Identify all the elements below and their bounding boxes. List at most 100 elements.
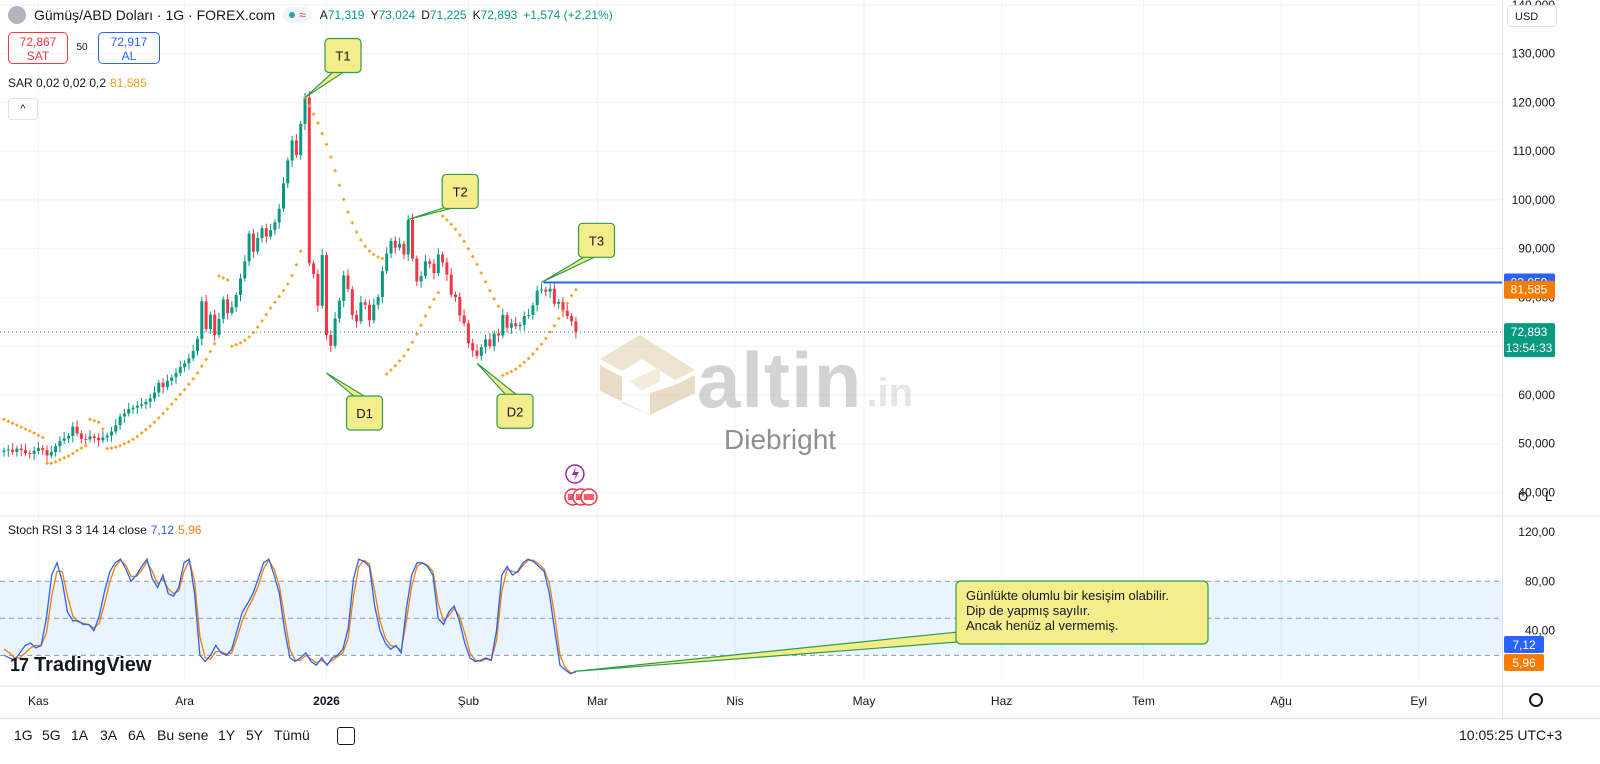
candle-body	[479, 347, 483, 356]
candle-body	[41, 448, 45, 451]
candle-body	[234, 295, 238, 308]
auto-scale-toggle[interactable]: L	[1545, 489, 1553, 504]
candle-body	[178, 367, 182, 374]
sar-dot	[32, 431, 36, 435]
candle-body	[320, 255, 324, 306]
range-all-button[interactable]: Tümü	[274, 727, 310, 743]
sar-dot	[316, 121, 320, 125]
symbol-title[interactable]: Gümüş/ABD Doları · 1G · FOREX.com	[34, 7, 276, 23]
sar-dot	[88, 417, 92, 421]
settings-gear-icon[interactable]	[1529, 693, 1543, 707]
sar-dot	[342, 197, 346, 202]
range-1d-button[interactable]: 1G	[14, 727, 33, 743]
sar-dot	[290, 273, 294, 278]
candle-body	[346, 275, 350, 290]
sar-dot	[423, 314, 427, 318]
candle-body	[230, 307, 234, 314]
market-open-icon	[289, 12, 296, 18]
candle-body	[415, 258, 419, 282]
last-price-tag-text: 72,893	[1511, 325, 1548, 339]
candle-body	[54, 446, 58, 453]
candle-body	[153, 392, 156, 399]
sar-dot	[92, 419, 96, 423]
collapse-legend-button[interactable]: ^	[8, 98, 38, 120]
currency-selector[interactable]: USD	[1507, 5, 1557, 27]
stoch-k-tag: 7,12	[1504, 636, 1544, 653]
sar-dot	[320, 132, 324, 136]
sar-dot	[144, 427, 148, 432]
candle-body	[2, 450, 6, 453]
sar-legend[interactable]: SAR 0,02 0,02 0,2 81,585	[8, 76, 147, 90]
candle-body	[157, 382, 161, 393]
sar-dot	[574, 288, 578, 292]
candle-body	[239, 278, 242, 296]
sar-dot	[527, 356, 531, 360]
time-tick-label: Ara	[175, 694, 194, 708]
calendar-goto-icon[interactable]	[337, 727, 355, 745]
market-status-pill[interactable]: ≈	[283, 7, 312, 23]
range-6m-button[interactable]: 6A	[128, 727, 146, 743]
sar-dot	[449, 222, 453, 226]
sar-dot	[79, 446, 83, 450]
stoch-d-value: 5,96	[178, 523, 202, 537]
close-label: K	[472, 8, 481, 22]
buy-button[interactable]: 72,917 AL	[98, 32, 160, 64]
sar-dot	[398, 359, 402, 363]
range-5y-button[interactable]: 5Y	[246, 727, 264, 743]
sar-dot	[49, 461, 53, 465]
candle-body	[342, 275, 346, 301]
tradingview-brand[interactable]: 17 TradingView	[10, 654, 151, 677]
sar-dot	[522, 360, 526, 364]
watermark-author: Diebright	[724, 424, 837, 455]
sar-dot	[2, 417, 6, 421]
sar-dot	[355, 230, 359, 234]
log-scale-toggle[interactable]: O	[1518, 489, 1529, 504]
candle-body	[565, 310, 569, 316]
range-1y-button[interactable]: 1Y	[218, 727, 236, 743]
open-value: 71,319	[327, 8, 365, 22]
range-ytd-button[interactable]: Bu sene	[157, 727, 209, 743]
sar-dot	[230, 344, 234, 348]
note-box	[955, 580, 1209, 645]
candle-body	[105, 435, 109, 438]
sell-button[interactable]: 72,867 SAT	[8, 32, 68, 64]
timezone-clock[interactable]: 10:05:25 UTC+3	[1459, 727, 1563, 743]
candle-body	[247, 233, 251, 262]
candle-body	[531, 305, 535, 316]
sar-dot	[436, 290, 440, 295]
candle-body	[307, 97, 311, 264]
stoch-tick-label: 120,00	[1518, 525, 1555, 539]
sar-dot	[66, 454, 71, 458]
candle-body	[84, 438, 88, 440]
sar-dot	[213, 342, 217, 346]
sell-label: SAT	[26, 49, 50, 63]
candle-body	[45, 450, 49, 456]
sar-dot	[204, 357, 208, 361]
sar-dot	[264, 312, 268, 317]
range-1m-button[interactable]: 1A	[71, 727, 89, 743]
sar-dot	[539, 342, 544, 346]
candle-body	[290, 140, 294, 161]
candle-body	[110, 431, 113, 436]
candle-body	[411, 219, 414, 259]
candle-body	[389, 240, 393, 254]
sar-dot	[15, 423, 19, 427]
stoch-rsi-legend[interactable]: Stoch RSI 3 3 14 14 close 7,12 5,96	[8, 523, 201, 537]
sar-dot	[161, 411, 165, 416]
candle-body	[376, 296, 380, 305]
sar-dot	[518, 364, 522, 368]
sar-dot	[402, 354, 406, 358]
sar-dot	[75, 448, 79, 453]
callout-d2: D2	[476, 362, 534, 429]
range-5d-button[interactable]: 5G	[42, 727, 61, 743]
sar-dot	[376, 255, 380, 259]
candle-body	[165, 380, 169, 388]
range-3m-button[interactable]: 3A	[100, 727, 118, 743]
candle-body	[58, 440, 62, 447]
sar-dot	[307, 104, 311, 108]
annotations: T1 D1 T2 D2 T3	[304, 37, 616, 431]
candle-body	[359, 302, 363, 322]
buy-label: AL	[121, 49, 137, 63]
callout-label: D1	[356, 406, 373, 421]
